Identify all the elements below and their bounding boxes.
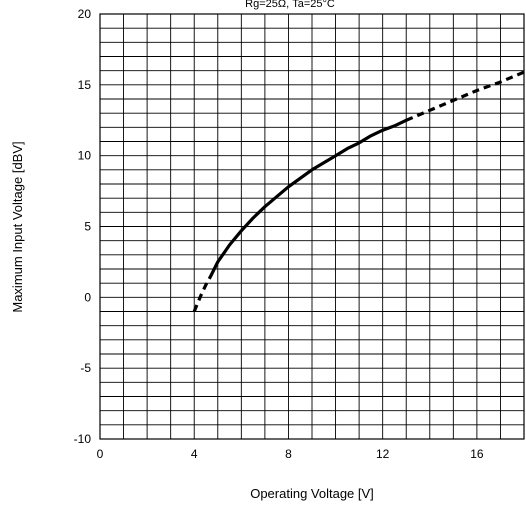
series-line-solid-2 xyxy=(209,118,408,278)
y-tick-label: 0 xyxy=(84,290,91,304)
y-tick-label: 10 xyxy=(78,149,92,163)
x-tick-label: 8 xyxy=(285,447,292,461)
tick-labels: 0 4 8 12 16 -10 -5 0 5 10 15 20 xyxy=(74,7,484,461)
x-tick-label: 12 xyxy=(376,447,390,461)
plot-frame xyxy=(99,13,525,440)
series-lines xyxy=(192,70,525,313)
x-tick-label: 4 xyxy=(191,447,198,461)
series-line-dashed-3 xyxy=(405,70,525,122)
y-tick-label: -10 xyxy=(74,432,92,446)
x-axis-title: Operating Voltage [V] xyxy=(250,486,374,501)
y-tick-label: 15 xyxy=(78,78,92,92)
grid xyxy=(100,14,524,439)
y-tick-label: -5 xyxy=(80,361,91,375)
y-tick-label: 5 xyxy=(84,220,91,234)
chart-title: Rg=25Ω, Ta=25°C xyxy=(245,0,335,10)
y-axis-title: Maximum Input Voltage [dBV] xyxy=(10,141,25,312)
x-tick-label: 16 xyxy=(470,447,484,461)
y-tick-label: 20 xyxy=(78,7,92,21)
x-tick-label: 0 xyxy=(97,447,104,461)
